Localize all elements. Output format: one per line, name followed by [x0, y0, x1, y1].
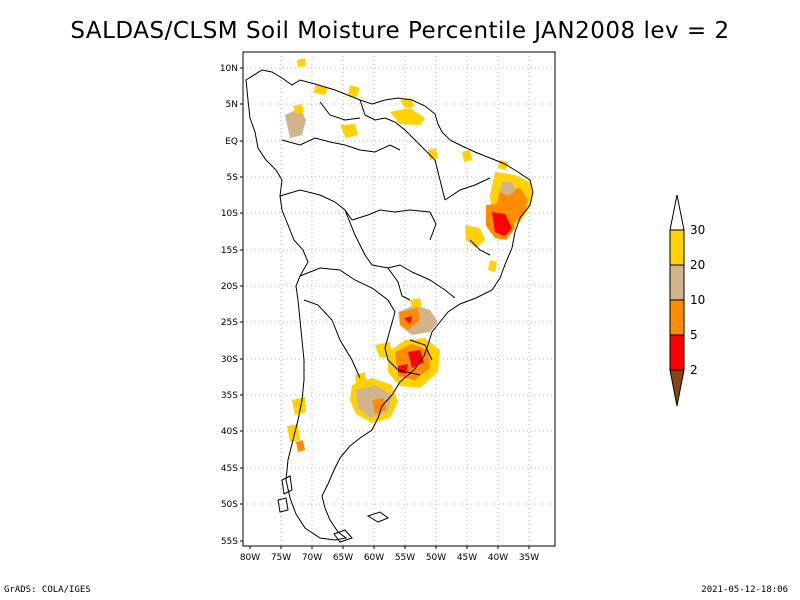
- colorbar-below-triangle: [669, 369, 685, 407]
- colorbar-label: 20: [690, 258, 705, 272]
- latitude-axis: 10N 5N EQ 5S 10S 15S 20S 25S 30S 35S 40S…: [220, 64, 238, 547]
- colorbar-bin-10-20: [669, 264, 685, 301]
- colorbar-bin-5-10: [669, 299, 685, 336]
- map-title: SALDAS/CLSM Soil Moisture Percentile JAN…: [70, 18, 730, 44]
- lat-label: 50S: [221, 500, 238, 510]
- lat-label: 5S: [227, 173, 239, 183]
- footer-credit: GrADS: COLA/IGES: [4, 585, 91, 595]
- lat-label: 25S: [221, 318, 238, 328]
- colorbar-bin-2-5: [669, 334, 685, 371]
- lat-label: 10N: [220, 64, 238, 74]
- colorbar-above-triangle: [669, 194, 685, 231]
- lat-label: 5N: [226, 100, 238, 110]
- footer-timestamp: 2021-05-12-18:06: [701, 585, 788, 595]
- longitude-axis: 80W 75W 70W 65W 60W 55W 50W 45W 40W 35W: [240, 553, 539, 563]
- lon-label: 35W: [519, 553, 539, 563]
- colorbar-label: 30: [690, 223, 705, 237]
- lon-label: 80W: [240, 553, 260, 563]
- longitude-ticks: [249, 546, 530, 549]
- lat-label: 30S: [221, 355, 238, 365]
- colorbar-label: 2: [690, 363, 698, 377]
- lat-label: 20S: [221, 282, 238, 292]
- colorbar-label: 10: [690, 293, 705, 307]
- lat-label: 45S: [221, 464, 238, 474]
- latitude-ticks: [240, 67, 243, 542]
- lon-label: 70W: [302, 553, 322, 563]
- lat-label: 35S: [221, 391, 238, 401]
- data-shading: [285, 58, 533, 452]
- colorbar: 30 20 10 5 2: [669, 194, 705, 407]
- lon-label: 45W: [457, 553, 477, 563]
- lat-label: 40S: [221, 427, 238, 437]
- lon-label: 40W: [488, 553, 508, 563]
- colorbar-label: 5: [690, 328, 698, 342]
- lat-label: 15S: [221, 246, 238, 256]
- lon-label: 55W: [395, 553, 415, 563]
- lat-label: 10S: [221, 209, 238, 219]
- lon-label: 65W: [333, 553, 353, 563]
- coastline: [245, 69, 534, 543]
- lon-label: 60W: [364, 553, 384, 563]
- lat-label: EQ: [225, 137, 238, 147]
- lon-label: 50W: [426, 553, 446, 563]
- lon-label: 75W: [271, 553, 291, 563]
- colorbar-bin-20-30: [669, 229, 685, 266]
- lat-label: 55S: [221, 537, 238, 547]
